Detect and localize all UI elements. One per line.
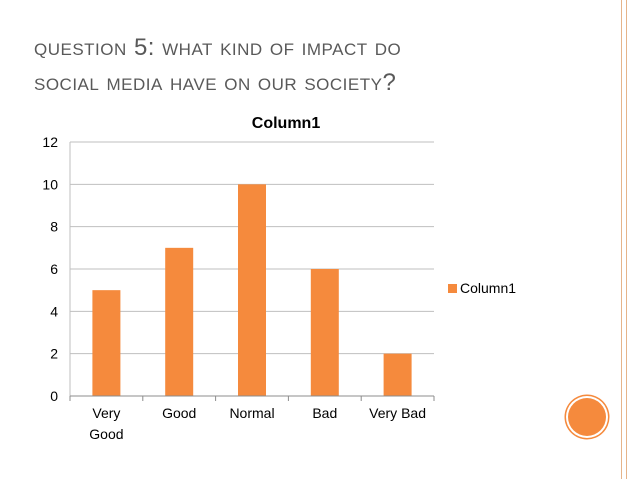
slide-title-line2: social media have on our society?: [34, 69, 397, 96]
edge-line: [621, 0, 622, 479]
slide-title-line1: Question 5: what kind of impact do: [34, 34, 402, 61]
x-axis: Very Good Good Normal Bad Very Bad: [69, 395, 435, 442]
x-tick-label: Good: [162, 405, 196, 421]
legend: Column1: [448, 280, 516, 296]
y-tick-label: 12: [42, 134, 58, 150]
x-tick-label: Bad: [312, 405, 337, 421]
legend-label: Column1: [460, 280, 516, 296]
bar: [383, 353, 412, 396]
bar: [310, 269, 339, 396]
y-tick-label: 10: [42, 176, 58, 192]
y-tick-label: 6: [50, 261, 58, 277]
y-axis: 0 2 4 6 8 10 12: [42, 134, 71, 404]
y-tick-label: 8: [50, 219, 58, 235]
x-tick-label: Very: [92, 405, 120, 421]
x-tick-label: Good: [89, 426, 123, 442]
bar: [238, 184, 266, 396]
chart-title: Column1: [252, 115, 321, 132]
y-tick-label: 0: [50, 388, 58, 404]
x-tick-label: Very Bad: [369, 405, 426, 421]
bars: [92, 184, 412, 396]
legend-swatch: [448, 284, 457, 293]
slide-title: Question 5: what kind of impact do socia…: [34, 30, 554, 100]
bar: [165, 247, 194, 396]
edge-line: [626, 0, 627, 479]
decorative-circle-icon: [568, 398, 606, 436]
x-tick-label: Normal: [229, 405, 274, 421]
y-tick-label: 2: [50, 346, 58, 362]
y-tick-label: 4: [50, 303, 58, 319]
bar: [92, 290, 121, 396]
